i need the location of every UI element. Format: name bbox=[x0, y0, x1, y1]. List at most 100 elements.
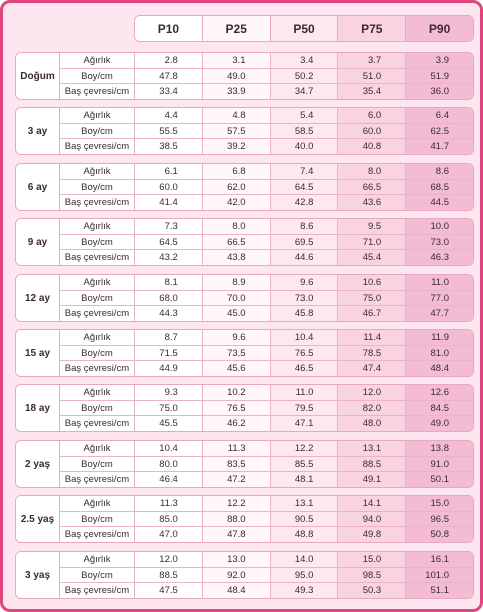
measurement-label: Ağırlık bbox=[60, 552, 135, 567]
measurement-label: Baş çevresi/cm bbox=[60, 527, 135, 542]
value-cell: 50.3 bbox=[338, 583, 407, 598]
measurement-row: Baş çevresi/cm 38.5 39.2 40.0 40.8 41.7 bbox=[60, 139, 473, 154]
value-cell: 83.5 bbox=[202, 456, 271, 472]
value-cell: 50.1 bbox=[406, 472, 473, 487]
value-cell: 42.8 bbox=[270, 195, 339, 210]
value-cell: 70.0 bbox=[202, 290, 271, 306]
value-cell: 4.8 bbox=[202, 108, 271, 123]
measurement-row: Boy/cm 71.5 73.5 76.5 78.5 81.0 bbox=[60, 345, 473, 362]
measurement-label: Boy/cm bbox=[60, 456, 135, 472]
value-cell: 91.0 bbox=[406, 456, 473, 472]
value-cell: 64.5 bbox=[270, 179, 339, 195]
value-cell: 8.6 bbox=[270, 219, 339, 234]
measurement-row: Baş çevresi/cm 43.2 43.8 44.6 45.4 46.3 bbox=[60, 250, 473, 265]
value-cell: 12.0 bbox=[135, 552, 203, 567]
measurement-row: Ağırlık 7.3 8.0 8.6 9.5 10.0 bbox=[60, 219, 473, 235]
value-cell: 45.0 bbox=[202, 306, 271, 321]
measurement-label: Ağırlık bbox=[60, 275, 135, 290]
value-cell: 68.5 bbox=[406, 179, 473, 195]
value-cell: 6.0 bbox=[338, 108, 407, 123]
value-cell: 45.6 bbox=[202, 361, 271, 376]
value-cell: 46.5 bbox=[270, 361, 339, 376]
measurement-row: Ağırlık 2.8 3.1 3.4 3.7 3.9 bbox=[60, 53, 473, 69]
value-cell: 9.5 bbox=[338, 219, 407, 234]
age-label: 9 ay bbox=[16, 219, 60, 265]
value-cell: 60.0 bbox=[338, 123, 407, 139]
measurement-row: Baş çevresi/cm 46.4 47.2 48.1 49.1 50.1 bbox=[60, 472, 473, 487]
value-cell: 13.0 bbox=[202, 552, 271, 567]
value-cell: 5.4 bbox=[270, 108, 339, 123]
value-cell: 48.4 bbox=[202, 583, 271, 598]
value-cell: 50.2 bbox=[270, 68, 339, 84]
measurement-row: Ağırlık 12.0 13.0 14.0 15.0 16.1 bbox=[60, 552, 473, 568]
value-cell: 47.5 bbox=[135, 583, 203, 598]
measurement-label: Ağırlık bbox=[60, 53, 135, 68]
value-cell: 62.5 bbox=[406, 123, 473, 139]
age-group: 3 yaş Ağırlık 12.0 13.0 14.0 15.0 16.1 Boy/cm 88… bbox=[15, 551, 474, 599]
measurement-row: Boy/cm 85.0 88.0 90.5 94.0 96.5 bbox=[60, 511, 473, 528]
value-cell: 10.6 bbox=[338, 275, 407, 290]
value-cell: 41.4 bbox=[135, 195, 203, 210]
value-cell: 8.9 bbox=[202, 275, 271, 290]
value-cell: 44.5 bbox=[406, 195, 473, 210]
value-cell: 47.0 bbox=[135, 527, 203, 542]
measurement-row: Baş çevresi/cm 47.5 48.4 49.3 50.3 51.1 bbox=[60, 583, 473, 598]
value-cell: 94.0 bbox=[338, 511, 407, 527]
value-cell: 2.8 bbox=[135, 53, 203, 68]
value-cell: 75.0 bbox=[338, 290, 407, 306]
measurement-rows: Ağırlık 6.1 6.8 7.4 8.0 8.6 Boy/cm 60.0 62.0 64.5… bbox=[60, 164, 473, 210]
measurement-row: Baş çevresi/cm 33.4 33.9 34.7 35.4 36.0 bbox=[60, 84, 473, 99]
value-cell: 47.2 bbox=[202, 472, 271, 487]
value-cell: 64.5 bbox=[135, 234, 203, 250]
value-cell: 44.9 bbox=[135, 361, 203, 376]
value-cell: 80.0 bbox=[135, 456, 203, 472]
value-cell: 13.1 bbox=[338, 441, 407, 456]
measurement-label: Baş çevresi/cm bbox=[60, 416, 135, 431]
value-cell: 6.8 bbox=[202, 164, 271, 179]
value-cell: 6.1 bbox=[135, 164, 203, 179]
value-cell: 43.8 bbox=[202, 250, 271, 265]
header-p50: P50 bbox=[270, 16, 339, 41]
age-label: Doğum bbox=[16, 53, 60, 99]
value-cell: 75.0 bbox=[135, 400, 203, 416]
value-cell: 7.4 bbox=[270, 164, 339, 179]
value-cell: 47.8 bbox=[135, 68, 203, 84]
value-cell: 13.8 bbox=[406, 441, 473, 456]
measurement-label: Ağırlık bbox=[60, 385, 135, 400]
value-cell: 58.5 bbox=[270, 123, 339, 139]
value-cell: 78.5 bbox=[338, 345, 407, 361]
value-cell: 8.0 bbox=[202, 219, 271, 234]
value-cell: 62.0 bbox=[202, 179, 271, 195]
value-cell: 49.8 bbox=[338, 527, 407, 542]
percentile-header: P10 P25 P50 P75 P90 bbox=[134, 15, 474, 42]
measurement-label: Ağırlık bbox=[60, 330, 135, 345]
value-cell: 47.7 bbox=[406, 306, 473, 321]
value-cell: 16.1 bbox=[406, 552, 473, 567]
value-cell: 73.0 bbox=[270, 290, 339, 306]
value-cell: 12.2 bbox=[270, 441, 339, 456]
value-cell: 9.6 bbox=[270, 275, 339, 290]
value-cell: 10.4 bbox=[135, 441, 203, 456]
measurement-label: Boy/cm bbox=[60, 68, 135, 84]
measurement-label: Boy/cm bbox=[60, 511, 135, 527]
value-cell: 40.8 bbox=[338, 139, 407, 154]
value-cell: 66.5 bbox=[202, 234, 271, 250]
measurement-label: Baş çevresi/cm bbox=[60, 84, 135, 99]
value-cell: 71.5 bbox=[135, 345, 203, 361]
value-cell: 57.5 bbox=[202, 123, 271, 139]
age-group: Doğum Ağırlık 2.8 3.1 3.4 3.7 3.9 Boy/cm 47.8 49.… bbox=[15, 52, 474, 100]
measurement-row: Ağırlık 8.7 9.6 10.4 11.4 11.9 bbox=[60, 330, 473, 346]
value-cell: 45.5 bbox=[135, 416, 203, 431]
header-p75: P75 bbox=[338, 16, 407, 41]
measurement-row: Baş çevresi/cm 44.9 45.6 46.5 47.4 48.4 bbox=[60, 361, 473, 376]
value-cell: 3.4 bbox=[270, 53, 339, 68]
value-cell: 69.5 bbox=[270, 234, 339, 250]
header-p25: P25 bbox=[202, 16, 271, 41]
value-cell: 46.7 bbox=[338, 306, 407, 321]
value-cell: 33.9 bbox=[202, 84, 271, 99]
value-cell: 76.5 bbox=[270, 345, 339, 361]
value-cell: 3.7 bbox=[338, 53, 407, 68]
value-cell: 8.1 bbox=[135, 275, 203, 290]
measurement-row: Ağırlık 6.1 6.8 7.4 8.0 8.6 bbox=[60, 164, 473, 180]
value-cell: 48.1 bbox=[270, 472, 339, 487]
